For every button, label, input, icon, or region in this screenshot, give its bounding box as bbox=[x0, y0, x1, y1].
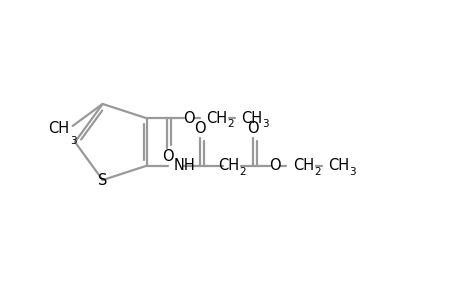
Text: 2: 2 bbox=[313, 167, 320, 176]
Text: 2: 2 bbox=[227, 119, 234, 130]
Text: O: O bbox=[183, 111, 195, 126]
Text: 3: 3 bbox=[348, 167, 355, 176]
Text: CH: CH bbox=[327, 158, 348, 173]
Text: O: O bbox=[162, 149, 174, 164]
Text: O: O bbox=[194, 121, 206, 136]
Text: 3: 3 bbox=[71, 136, 77, 146]
Text: 2: 2 bbox=[239, 167, 246, 176]
Text: NH: NH bbox=[173, 158, 195, 173]
Text: S: S bbox=[98, 172, 107, 188]
Text: CH: CH bbox=[240, 111, 261, 126]
Text: CH: CH bbox=[48, 122, 69, 136]
Text: CH: CH bbox=[217, 158, 238, 173]
Text: O: O bbox=[269, 158, 280, 173]
Text: 3: 3 bbox=[262, 119, 269, 130]
Text: CH: CH bbox=[292, 158, 313, 173]
Text: CH: CH bbox=[205, 111, 226, 126]
Text: O: O bbox=[247, 121, 258, 136]
